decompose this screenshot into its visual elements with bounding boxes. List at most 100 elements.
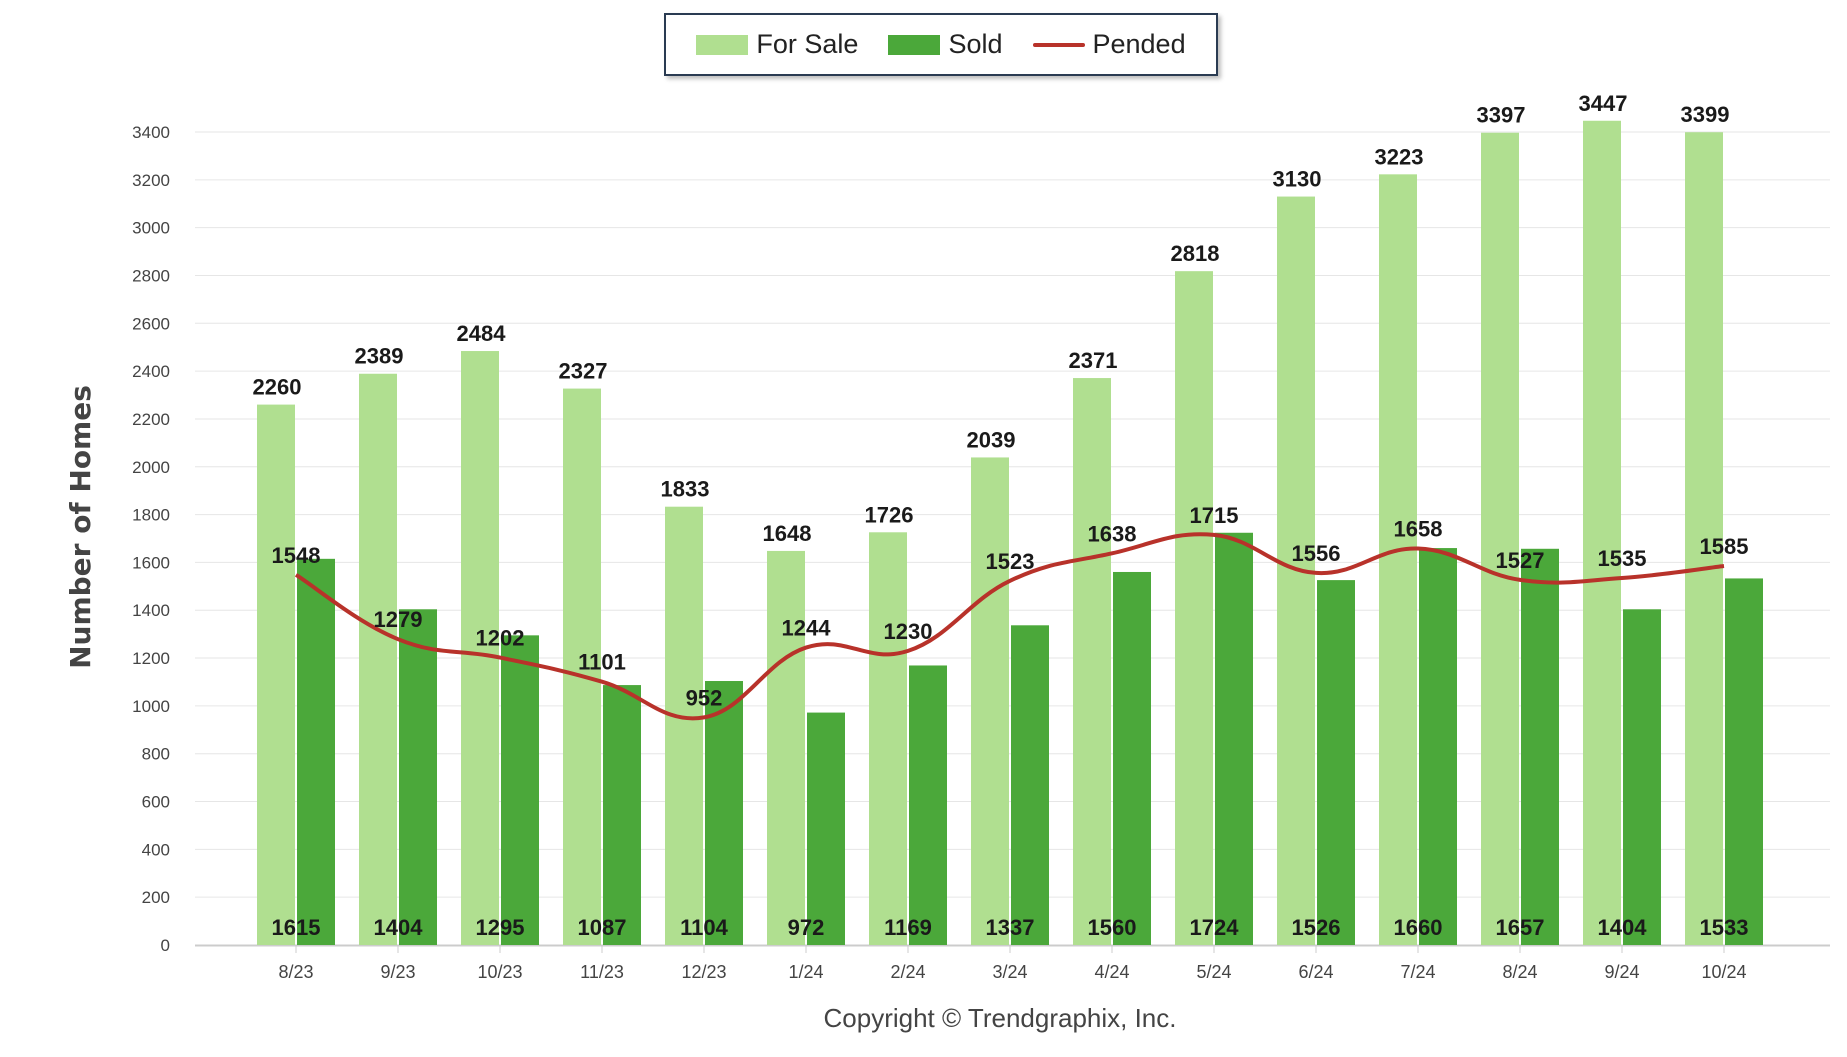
bar-sold[interactable]	[1521, 548, 1559, 945]
bar-for-sale[interactable]	[461, 351, 499, 946]
bar-sold[interactable]	[807, 712, 845, 945]
y-tick-label: 2600	[132, 314, 170, 333]
y-tick-label: 400	[142, 840, 170, 859]
bar-for-sale[interactable]	[257, 404, 295, 945]
pended-line[interactable]	[294, 532, 1725, 721]
x-tick-label: 11/23	[580, 962, 624, 982]
label-pended: 1230	[884, 619, 933, 644]
label-pended: 1585	[1700, 534, 1749, 559]
label-sold: 1169	[884, 915, 932, 940]
bar-for-sale[interactable]	[767, 550, 805, 945]
label-sold: 1533	[1700, 915, 1749, 940]
label-pended: 1658	[1394, 517, 1443, 542]
label-for-sale: 3447	[1579, 91, 1628, 116]
bar-sold[interactable]	[1317, 580, 1355, 945]
label-sold: 1104	[680, 915, 728, 940]
y-tick-label: 2200	[132, 410, 170, 429]
label-pended: 1527	[1496, 548, 1545, 573]
label-pended: 1548	[272, 543, 321, 568]
legend-item-sold[interactable]: Sold	[888, 29, 1003, 60]
label-for-sale: 2484	[457, 321, 507, 346]
bar-sold[interactable]	[1419, 548, 1457, 945]
legend-label-sold: Sold	[948, 29, 1003, 59]
x-tick-label: 4/24	[1094, 962, 1129, 982]
label-pended: 1535	[1598, 546, 1647, 571]
x-tick-label: 12/23	[681, 962, 726, 982]
legend-swatch-pended	[1032, 42, 1085, 47]
label-for-sale: 3130	[1273, 167, 1322, 192]
label-pended: 1202	[476, 626, 525, 651]
y-tick-label: 1200	[132, 649, 170, 668]
y-tick-label: 1000	[132, 697, 170, 716]
label-sold: 1615	[272, 915, 321, 940]
label-for-sale: 1726	[865, 502, 914, 527]
label-sold: 1526	[1292, 915, 1341, 940]
label-pended: 1279	[374, 607, 423, 632]
legend-item-pended[interactable]: Pended	[1032, 29, 1186, 60]
x-tick-label: 7/24	[1400, 962, 1435, 982]
label-for-sale: 3223	[1375, 144, 1424, 169]
y-tick-label: 2000	[132, 458, 170, 477]
label-pended: 1523	[986, 549, 1035, 574]
bar-sold[interactable]	[1113, 571, 1151, 945]
label-pended: 1244	[782, 616, 832, 641]
x-tick-label: 5/24	[1196, 962, 1231, 982]
label-sold: 1404	[374, 915, 424, 940]
bar-sold[interactable]	[1011, 625, 1049, 945]
y-tick-label: 2800	[132, 266, 170, 285]
bar-for-sale[interactable]	[1583, 120, 1621, 945]
copyright-text: Copyright © Trendgraphix, Inc.	[824, 1003, 1177, 1033]
bar-sold[interactable]	[1215, 532, 1253, 945]
y-tick-label: 3000	[132, 219, 170, 238]
bar-sold[interactable]	[909, 665, 947, 945]
bar-sold[interactable]	[1725, 578, 1763, 945]
x-axis-ticks: 8/23 9/23 10/23 11/23 12/23 1/24 2/24 3/24 4/24 5…	[278, 945, 1747, 982]
y-tick-label: 3400	[132, 123, 170, 142]
label-sold: 1087	[578, 915, 627, 940]
bar-for-sale[interactable]	[1481, 132, 1519, 945]
bar-sold[interactable]	[705, 681, 743, 945]
bar-sold[interactable]	[399, 609, 437, 945]
label-pended: 1638	[1088, 521, 1137, 546]
bar-for-sale[interactable]	[665, 506, 703, 945]
x-tick-label: 1/24	[788, 962, 823, 982]
label-for-sale: 1648	[763, 521, 812, 546]
y-tick-label: 800	[142, 745, 170, 764]
bar-for-sale[interactable]	[1073, 378, 1111, 945]
bar-sold[interactable]	[297, 558, 335, 945]
label-for-sale: 2327	[559, 359, 608, 384]
bar-for-sale[interactable]	[563, 388, 601, 945]
x-tick-label: 2/24	[890, 962, 925, 982]
label-for-sale: 2260	[253, 375, 302, 400]
bar-for-sale[interactable]	[971, 457, 1009, 945]
label-pended: 952	[686, 685, 723, 710]
bar-sold[interactable]	[603, 685, 641, 945]
legend-item-for-sale[interactable]: For Sale	[696, 29, 858, 60]
data-labels: 2260 1615 1548 2389 1404 1279 2484 1295 1202 2327…	[253, 91, 1749, 940]
bar-for-sale[interactable]	[359, 373, 397, 946]
label-for-sale: 2818	[1171, 241, 1220, 266]
x-tick-label: 9/24	[1604, 962, 1639, 982]
label-for-sale: 2039	[967, 427, 1016, 452]
x-tick-label: 8/24	[1502, 962, 1537, 982]
y-tick-label: 1400	[132, 601, 170, 620]
bar-for-sale[interactable]	[1685, 132, 1723, 945]
y-tick-label: 3200	[132, 171, 170, 190]
legend-label-for-sale: For Sale	[756, 29, 859, 59]
y-tick-label: 200	[142, 888, 170, 907]
bar-sold[interactable]	[501, 635, 539, 945]
y-axis-title: Number of Homes	[64, 385, 97, 669]
label-for-sale: 2389	[355, 344, 404, 369]
legend[interactable]: For Sale Sold Pended	[664, 13, 1218, 76]
bar-for-sale[interactable]	[1379, 174, 1417, 945]
label-pended: 1101	[578, 650, 626, 675]
bar-sold[interactable]	[1623, 609, 1661, 945]
bar-for-sale[interactable]	[869, 532, 907, 945]
label-for-sale: 2371	[1069, 348, 1118, 373]
label-sold: 1560	[1088, 915, 1137, 940]
x-tick-label: 10/23	[477, 962, 522, 982]
bar-for-sale[interactable]	[1175, 271, 1213, 945]
y-tick-label: 600	[142, 793, 170, 812]
label-sold: 1724	[1190, 915, 1240, 940]
